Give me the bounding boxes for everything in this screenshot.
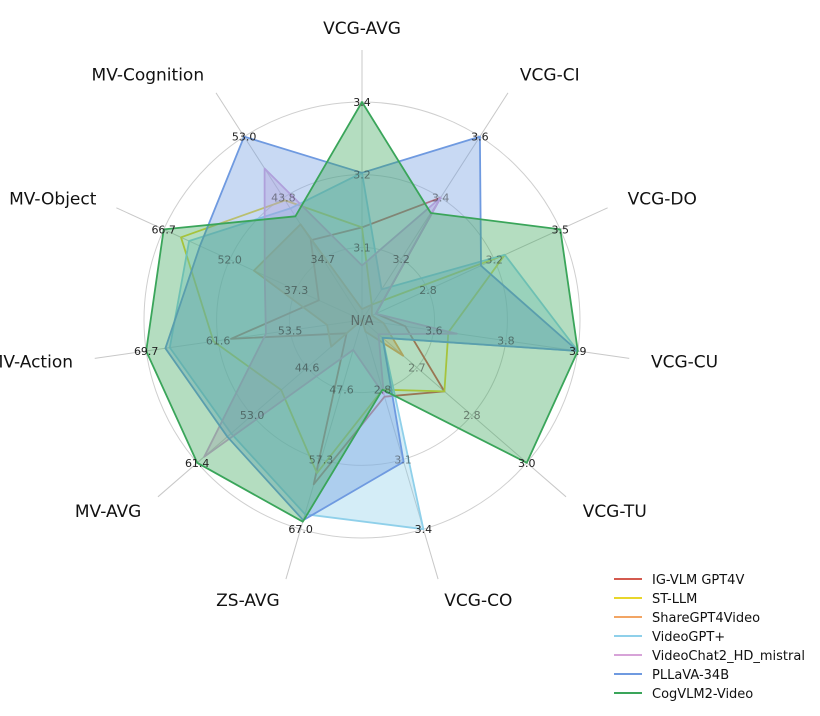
tick-label-vcg-avg-2: 3.2 bbox=[353, 169, 371, 182]
series-pllava-34b bbox=[164, 135, 579, 522]
tick-label-vcg-avg-1: 3.1 bbox=[353, 241, 371, 254]
tick-label-vcg-avg-3: 3.4 bbox=[353, 96, 371, 109]
tick-label-vcg-ci-2: 3.4 bbox=[432, 192, 450, 205]
axis-label-zs-avg: ZS-AVG bbox=[216, 591, 280, 611]
axis-label-vcg-do: VCG-DO bbox=[628, 190, 697, 210]
axis-spoke-vcg-cu bbox=[361, 319, 630, 359]
tick-label-vcg-co-1: 2.8 bbox=[374, 384, 392, 397]
tick-label-vcg-do-1: 2.8 bbox=[419, 284, 437, 297]
axis-label-vcg-ci: VCG-CI bbox=[520, 65, 580, 85]
axis-spoke-vcg-co bbox=[361, 319, 439, 580]
tick-label-mv-action-3: 69.7 bbox=[134, 345, 159, 358]
tick-label-mv-avg-2: 53.0 bbox=[240, 409, 265, 422]
axis-spoke-vcg-do bbox=[361, 207, 608, 321]
radar-labels: VCG-AVG 3.1 3.2 3.4 VCG-CI 3.2 3.4 3.6 VCG-DO 2.8… bbox=[0, 19, 718, 611]
tick-label-zs-avg-3: 67.0 bbox=[288, 523, 313, 536]
axis-spoke-zs-avg bbox=[285, 319, 363, 580]
axis-label-vcg-tu: VCG-TU bbox=[583, 502, 647, 522]
tick-label-zs-avg-1: 47.6 bbox=[329, 384, 354, 397]
legend-label-5: VideoChat2_HD_mistral bbox=[652, 649, 805, 664]
axis-spoke-mv-cognition bbox=[215, 92, 363, 321]
tick-label-vcg-do-3: 3.5 bbox=[552, 223, 570, 236]
series-st-llm bbox=[180, 199, 506, 475]
axis-label-mv-avg: MV-AVG bbox=[75, 502, 141, 522]
axis-spoke-mv-avg bbox=[157, 319, 363, 498]
legend-label-4: VideoGPT+ bbox=[652, 630, 725, 645]
tick-label-vcg-co-3: 3.4 bbox=[415, 523, 433, 536]
axis-label-mv-cognition: MV-Cognition bbox=[92, 65, 205, 85]
tick-label-mv-avg-3: 61.4 bbox=[185, 457, 210, 470]
legend-label-7: CogVLM2-Video bbox=[652, 687, 753, 702]
tick-label-vcg-do-2: 3.2 bbox=[486, 254, 504, 267]
tick-label-mv-avg-1: 44.6 bbox=[295, 362, 320, 375]
tick-label-vcg-co-2: 3.1 bbox=[394, 454, 412, 467]
axis-spoke-mv-action bbox=[94, 319, 363, 359]
axis-label-vcg-avg: VCG-AVG bbox=[323, 19, 401, 39]
tick-label-mv-object-1: 37.3 bbox=[284, 284, 309, 297]
tick-label-vcg-ci-1: 3.2 bbox=[392, 253, 410, 266]
legend: IG-VLM GPT4V ST-LLM ShareGPT4Video VideoGPT… bbox=[614, 573, 805, 702]
series-cogvlm2-video bbox=[145, 101, 579, 523]
tick-label-vcg-cu-2: 3.8 bbox=[497, 335, 515, 348]
radar-series bbox=[145, 101, 579, 531]
legend-label-1: IG-VLM GPT4V bbox=[652, 573, 744, 588]
legend-label-6: PLLaVA-34B bbox=[652, 668, 729, 683]
tick-label-mv-object-3: 66.7 bbox=[151, 223, 176, 236]
tick-label-mv-cognition-1: 34.7 bbox=[311, 253, 336, 266]
tick-label-mv-action-2: 61.6 bbox=[206, 335, 231, 348]
series-sharegpt4video bbox=[252, 223, 405, 357]
tick-label-mv-object-2: 52.0 bbox=[217, 254, 242, 267]
legend-label-2: ST-LLM bbox=[652, 592, 697, 607]
axis-label-vcg-cu: VCG-CU bbox=[651, 353, 718, 373]
series-videochat2-hd-mistral bbox=[203, 167, 458, 458]
axis-spoke-vcg-tu bbox=[361, 319, 567, 498]
tick-label-mv-cognition-3: 53.0 bbox=[232, 131, 257, 144]
series-videogpt- bbox=[168, 171, 579, 531]
axis-label-vcg-co: VCG-CO bbox=[444, 591, 512, 611]
tick-label-vcg-tu-3: 3.0 bbox=[518, 457, 536, 470]
tick-label-vcg-cu-3: 3.9 bbox=[569, 345, 587, 358]
axis-label-mv-action: MV-Action bbox=[0, 353, 73, 373]
center-label: N/A bbox=[351, 314, 374, 329]
tick-label-zs-avg-2: 57.3 bbox=[309, 454, 334, 467]
tick-label-mv-action-1: 53.5 bbox=[278, 324, 303, 337]
axis-spoke-mv-object bbox=[116, 207, 363, 321]
tick-label-vcg-cu-1: 3.6 bbox=[425, 324, 443, 337]
tick-label-vcg-ci-3: 3.6 bbox=[471, 131, 489, 144]
tick-label-vcg-tu-1: 2.7 bbox=[408, 362, 426, 375]
tick-label-mv-cognition-2: 43.8 bbox=[271, 192, 296, 205]
legend-label-3: ShareGPT4Video bbox=[652, 611, 760, 626]
axis-label-mv-object: MV-Object bbox=[9, 190, 97, 210]
tick-label-vcg-tu-2: 2.8 bbox=[463, 409, 481, 422]
